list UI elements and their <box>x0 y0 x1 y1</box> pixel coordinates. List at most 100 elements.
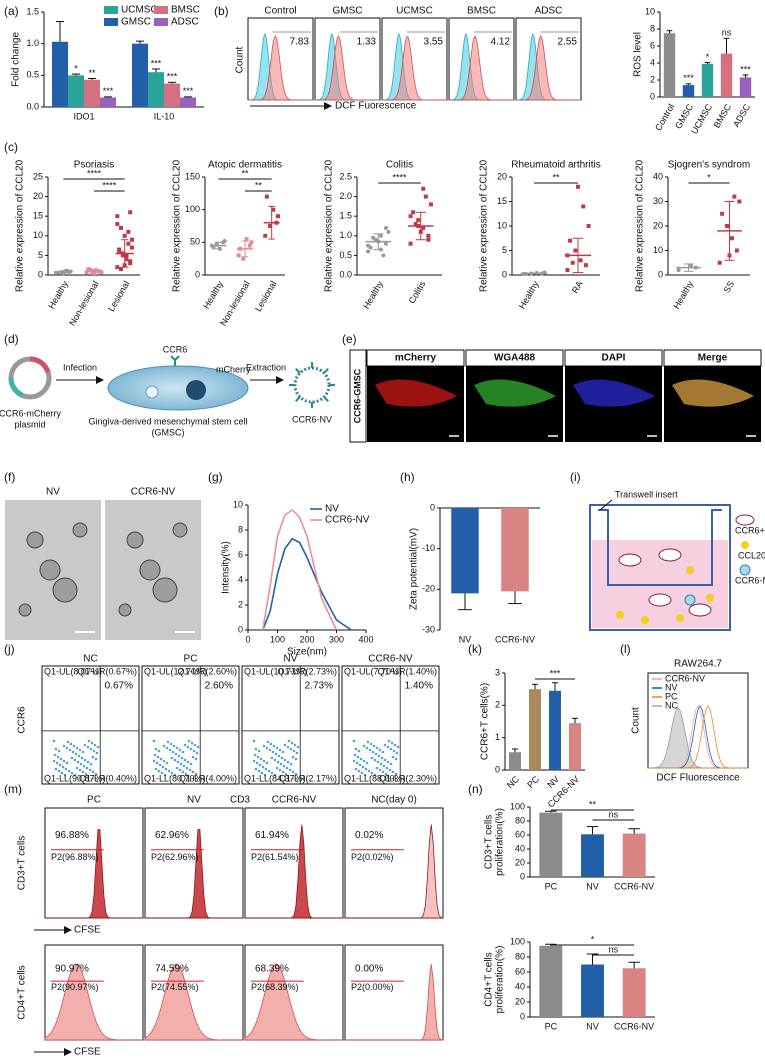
legend-ccl20 <box>741 541 749 549</box>
event-dot <box>395 751 399 755</box>
bar <box>180 97 196 107</box>
histogram-curve <box>45 829 143 919</box>
bar <box>663 33 676 97</box>
legend-label: GMSC <box>121 17 151 28</box>
data-point <box>128 259 133 264</box>
y-tick-label: 5 <box>502 245 507 255</box>
y-tick-label: 20 <box>653 220 663 230</box>
event-dot <box>295 751 299 755</box>
event-dot <box>81 770 85 774</box>
x-tick-label: PC <box>545 1021 558 1031</box>
data-point <box>378 233 383 238</box>
bar <box>100 97 116 107</box>
legend-label: BMSC <box>171 5 200 16</box>
y-tick-label: 6 <box>238 549 243 559</box>
event-dot <box>94 772 98 776</box>
data-point <box>717 260 722 265</box>
chart-title: Atopic dermatitis <box>208 160 282 171</box>
data-point <box>126 241 131 246</box>
event-dot <box>369 742 373 746</box>
event-dot <box>294 772 298 776</box>
event-dot <box>373 758 377 762</box>
data-point <box>423 194 428 199</box>
event-dot <box>393 743 397 747</box>
flow-value: 96.88% <box>55 830 89 841</box>
event-dot <box>264 767 268 771</box>
event-dot <box>93 743 97 747</box>
panel-label: (k) <box>468 642 482 656</box>
y-tick-label: 0 <box>520 871 525 881</box>
event-dot <box>169 742 173 746</box>
y-axis-label: CD3+T cells <box>484 815 495 870</box>
t-cell <box>688 603 712 617</box>
cell-signal <box>672 379 754 407</box>
event-dot <box>257 769 261 773</box>
quadrant-label: Q1-UL(8.07%) <box>44 666 102 676</box>
x-tick-label: Healthy <box>201 279 225 311</box>
diagram-label: Extraction <box>246 362 286 372</box>
data-point <box>241 256 246 261</box>
x-tick-label: SS <box>722 279 737 294</box>
quadrant-label: Q1-UL(10.73%) <box>244 666 307 676</box>
x-tick-label: NV <box>586 1021 599 1031</box>
gate-label: P2(0.02%) <box>351 852 394 862</box>
event-dot <box>274 752 278 756</box>
event-dot <box>156 755 160 759</box>
event-dot <box>293 743 297 747</box>
flow-title: PC <box>87 795 101 806</box>
histogram-curve <box>449 35 514 101</box>
flow-title: UCMSC <box>396 6 433 17</box>
event-dot <box>78 768 82 772</box>
event-dot <box>284 772 288 776</box>
event-dot <box>157 749 161 753</box>
panel-label: (g) <box>208 470 223 484</box>
event-dot <box>384 772 388 776</box>
x-tick-label: NC <box>505 774 522 791</box>
event-dot <box>383 743 387 747</box>
flow-title: NC <box>83 654 97 665</box>
event-dot <box>194 772 198 776</box>
data-point <box>118 225 123 230</box>
y-tick-label: 2 <box>495 700 500 710</box>
x-tick-label: Healthy <box>517 279 541 311</box>
data-point <box>371 235 376 240</box>
event-dot <box>183 743 187 747</box>
y-tick-label: -20 <box>422 584 435 594</box>
x-tick-label: ADSC <box>731 102 752 129</box>
significance: * <box>591 934 595 944</box>
event-dot <box>70 756 74 760</box>
event-dot <box>361 765 365 769</box>
receptor <box>323 396 329 402</box>
bar <box>451 508 479 594</box>
event-dot <box>173 773 177 777</box>
event-dot <box>256 755 260 759</box>
event-dot <box>186 760 190 764</box>
quadrant-label: Q1-UL(7.70%) <box>344 666 402 676</box>
data-point <box>271 207 276 212</box>
event-dot <box>157 769 161 773</box>
event-dot <box>367 769 371 773</box>
event-dot <box>254 767 258 771</box>
y-tick-label: 0 <box>430 502 435 512</box>
data-point <box>122 233 127 238</box>
panel-label: (e) <box>342 332 357 346</box>
quadrant-label: Q1-UR(2.60%) <box>177 666 237 676</box>
y-tick-label: -10 <box>422 543 435 553</box>
y-tick-label: 1.0 <box>339 230 352 240</box>
y-tick-label: 3 <box>495 667 500 677</box>
flow-title: CCR6-NV <box>272 795 317 806</box>
data-point <box>366 249 371 254</box>
x-tick-label: PC <box>525 774 541 790</box>
data-point <box>586 224 591 228</box>
event-dot <box>380 756 384 760</box>
event-dot <box>288 768 292 772</box>
panel-label: (d) <box>4 332 19 346</box>
event-dot <box>372 744 376 748</box>
legend-label: CCR6-NV <box>665 673 705 683</box>
x-tick-label: CCR6-NV <box>495 634 535 644</box>
event-dot <box>259 757 263 761</box>
data-point <box>211 245 216 250</box>
histogram-curve <box>44 963 143 1041</box>
event-dot <box>270 756 274 760</box>
event-dot <box>178 768 182 772</box>
